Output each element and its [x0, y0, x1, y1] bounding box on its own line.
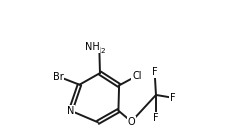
- Text: O: O: [127, 117, 135, 127]
- Text: Br: Br: [53, 71, 63, 82]
- Text: Cl: Cl: [131, 71, 141, 81]
- Text: F: F: [153, 113, 158, 123]
- Text: F: F: [151, 67, 157, 77]
- Text: N: N: [67, 106, 74, 116]
- Text: NH: NH: [84, 42, 99, 52]
- Text: F: F: [169, 93, 174, 103]
- Text: 2: 2: [100, 48, 105, 54]
